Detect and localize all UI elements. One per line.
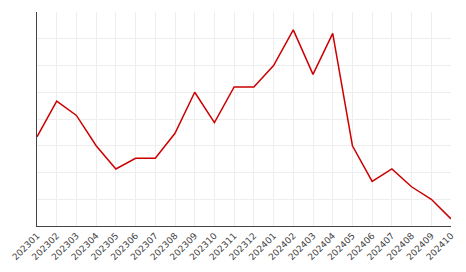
svg-text:202403: 202403 (286, 231, 317, 262)
svg-text:202303: 202303 (50, 231, 81, 262)
svg-text:202405: 202405 (326, 231, 357, 262)
svg-text:202308: 202308 (148, 231, 180, 263)
svg-text:202311: 202311 (207, 231, 238, 262)
svg-text:202301: 202301 (10, 231, 41, 262)
svg-text:202306: 202306 (109, 231, 141, 263)
svg-text:202404: 202404 (306, 231, 338, 263)
svg-text:202310: 202310 (188, 231, 220, 263)
svg-text:202302: 202302 (30, 231, 61, 262)
svg-text:202307: 202307 (129, 231, 160, 262)
svg-text:202407: 202407 (365, 231, 396, 262)
svg-text:202410: 202410 (424, 231, 456, 263)
svg-text:202309: 202309 (168, 231, 200, 263)
svg-text:202305: 202305 (89, 231, 120, 262)
svg-text:202408: 202408 (385, 231, 417, 263)
svg-text:202406: 202406 (345, 231, 377, 263)
svg-text:202304: 202304 (69, 231, 101, 263)
svg-text:202402: 202402 (267, 231, 298, 262)
svg-text:202401: 202401 (247, 231, 278, 262)
svg-text:202409: 202409 (405, 231, 437, 263)
svg-text:202312: 202312 (227, 231, 258, 262)
